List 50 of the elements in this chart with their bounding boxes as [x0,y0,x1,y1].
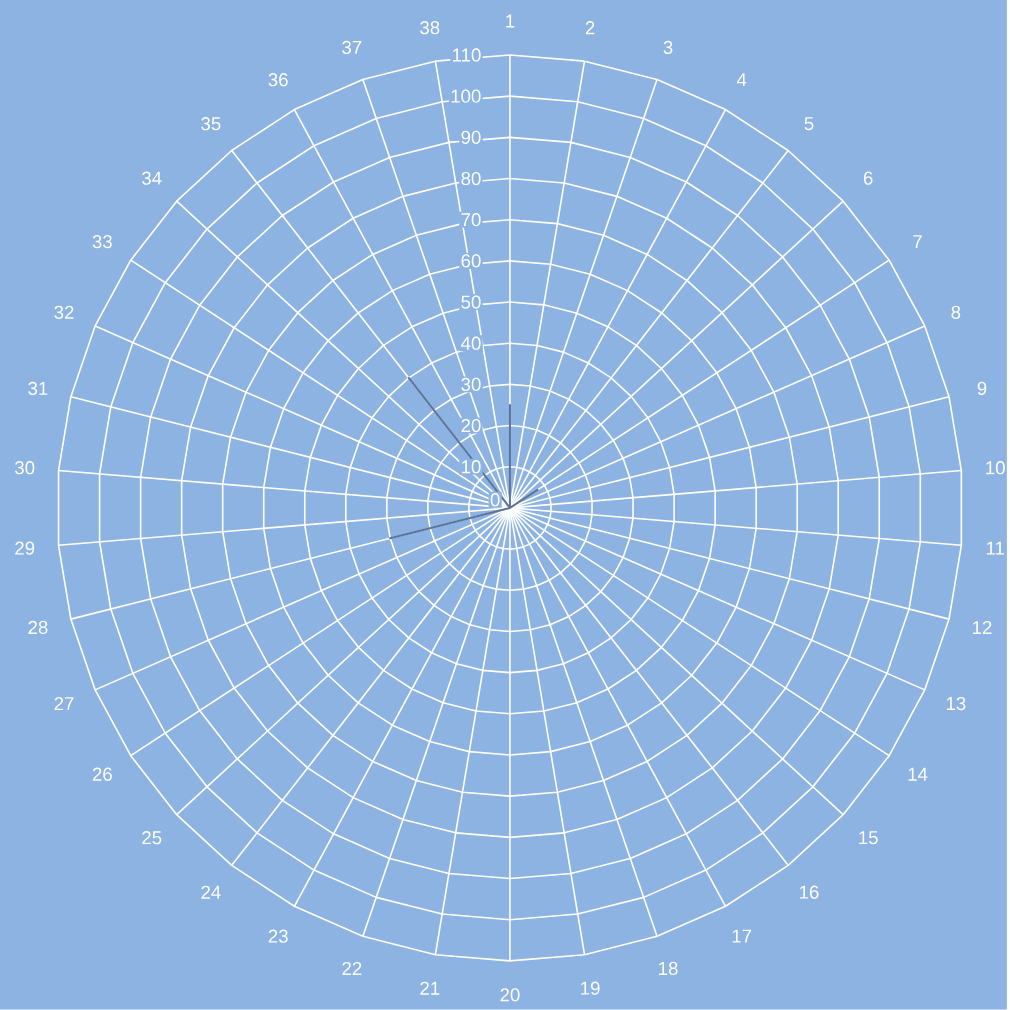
spoke-label: 21 [420,981,440,995]
spoke-label: 7 [913,235,922,249]
spoke-label: 30 [15,461,35,475]
spoke-label: 25 [142,831,162,845]
spoke-label: 4 [736,73,747,87]
y-tick-label: 110 [453,48,481,62]
y-tick-label: 70 [461,213,481,227]
spoke-label: 6 [863,171,873,185]
spoke-label: 38 [420,21,440,35]
spoke-label: 35 [201,117,221,131]
spoke-label: 32 [54,305,74,320]
y-tick-label: 20 [461,419,481,433]
spoke-label: 8 [951,305,961,320]
spoke-label: 3 [663,40,673,55]
spoke-label: 2 [585,21,595,35]
spoke-label: 31 [28,381,48,396]
spoke-label: 12 [972,620,992,635]
spoke-label: 23 [268,929,288,943]
y-tick-label: 60 [461,254,481,268]
spoke-label: 27 [54,697,74,711]
spoke-label: 36 [268,73,288,87]
spoke-label: 15 [859,831,878,845]
spoke-label: 10 [986,461,1005,475]
y-tick-label: 0 [490,493,500,507]
spoke-label: 13 [946,696,966,711]
spoke-label: 24 [201,885,221,899]
spoke-label: 9 [977,381,987,396]
spoke-label: 33 [92,235,112,249]
spoke-label: 16 [800,885,819,899]
spoke-label: 1 [506,14,515,28]
y-tick-label: 30 [461,377,481,392]
spoke-label: 28 [28,620,48,635]
spoke-label: 14 [908,767,928,781]
spoke-label: 11 [986,541,1004,555]
spoke-label: 20 [500,988,520,1002]
spoke-label: 19 [581,981,600,995]
y-tick-label: 40 [461,336,481,350]
spoke-label: 17 [732,929,752,943]
y-tick-label: 80 [461,171,481,186]
spoke-label: 37 [342,40,362,55]
spoke-label: 29 [15,541,35,555]
y-tick-label: 90 [461,130,481,145]
spoke-label: 18 [659,961,678,976]
spoke-label: 26 [92,767,112,781]
y-tick-label: 100 [451,89,481,103]
spoke-label: 5 [804,117,814,131]
spoke-label: 22 [342,961,362,976]
y-tick-label: 10 [462,460,481,474]
spoke-label: 34 [142,171,162,185]
y-tick-label: 50 [461,295,481,309]
